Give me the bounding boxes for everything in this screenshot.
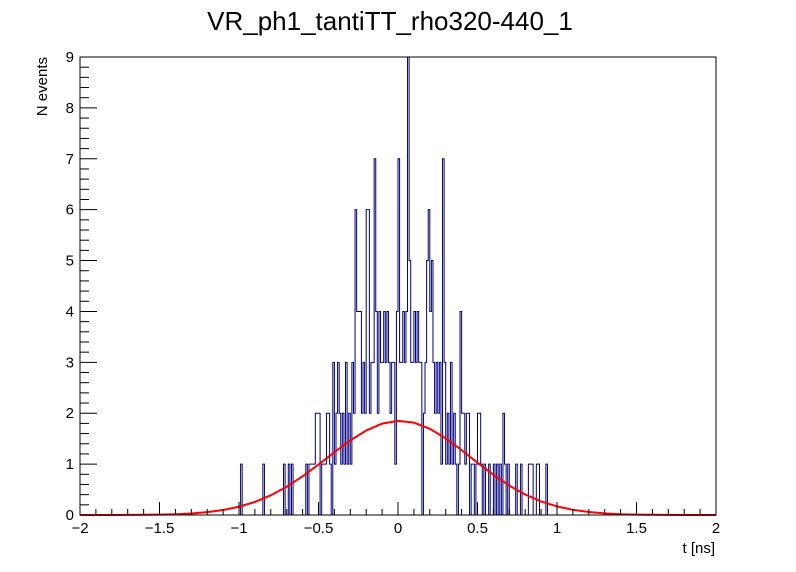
x-tick-label: 1 — [553, 520, 561, 537]
plot-area — [79, 56, 717, 516]
y-tick-label: 0 — [66, 507, 74, 524]
y-tick-label: 1 — [66, 456, 74, 473]
y-tick-label: 8 — [66, 100, 74, 117]
x-tick-label: 0 — [394, 520, 402, 537]
x-tick-label: 2 — [712, 520, 720, 537]
x-tick-label: −0.5 — [304, 520, 334, 537]
x-axis-title: t [ns] — [682, 540, 715, 557]
x-tick-label: 0.5 — [467, 520, 488, 537]
y-tick-label: 4 — [66, 303, 74, 320]
y-tick-label: 3 — [66, 354, 74, 371]
fit-curve-series — [79, 419, 717, 516]
y-tick-label: 5 — [66, 253, 74, 270]
y-tick-label: 2 — [66, 405, 74, 422]
y-tick-label: 9 — [66, 49, 74, 66]
histogram-series — [240, 56, 548, 515]
x-axis: −2 −1.5 −1 −0.5 0 0.5 1 1.5 2 — [71, 502, 720, 537]
y-tick-label: 7 — [66, 151, 74, 168]
x-tick-label: −2 — [71, 520, 88, 537]
x-tick-label: 1.5 — [626, 520, 647, 537]
chart-title: VR_ph1_tantiTT_rho320-440_1 — [207, 6, 573, 36]
y-axis: 0 1 2 3 4 5 6 7 8 9 — [66, 49, 97, 524]
x-tick-label: −1.5 — [145, 520, 175, 537]
x-tick-label: −1 — [230, 520, 247, 537]
y-axis-title: N events — [34, 57, 51, 116]
y-tick-label: 6 — [66, 202, 74, 219]
